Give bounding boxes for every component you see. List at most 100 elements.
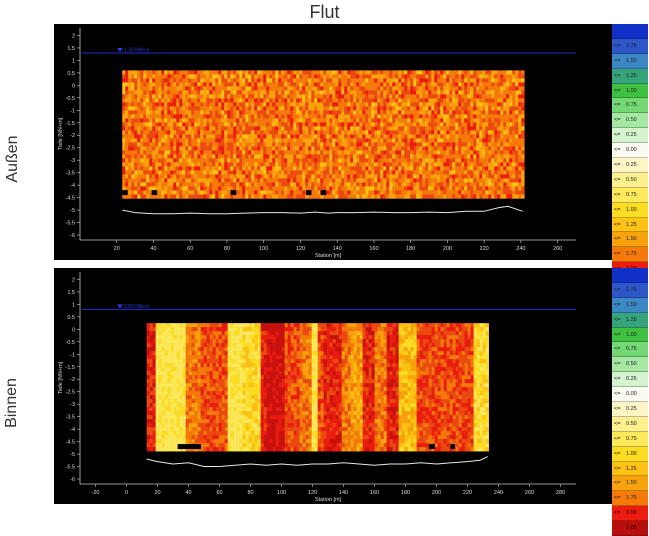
heatmap-cell [404,166,407,170]
heatmap-cell [191,162,194,166]
heatmap-cell [233,126,236,130]
heatmap-cell [359,194,362,198]
heatmap-cell [158,114,161,118]
heatmap-cell [299,190,302,194]
heatmap-cell [332,110,335,114]
heatmap-cell [239,170,242,174]
heatmap-cell [440,78,443,82]
heatmap-cell [186,415,189,419]
heatmap-cell [320,86,323,90]
heatmap-cell [152,130,155,134]
heatmap-cell [512,90,515,94]
heatmap-cell [167,178,170,182]
heatmap-cell [347,74,350,78]
heatmap-cell [302,170,305,174]
heatmap-cell [299,74,302,78]
heatmap-cell [347,190,350,194]
heatmap-cell [419,142,422,146]
heatmap-cell [194,86,197,90]
heatmap-cell [159,415,162,419]
heatmap-cell [227,142,230,146]
heatmap-cell [191,78,194,82]
heatmap-cell [476,114,479,118]
heatmap-cell [284,142,287,146]
heatmap-cell [272,166,275,170]
heatmap-cell [218,190,221,194]
heatmap-cell [176,178,179,182]
heatmap-cell [230,98,233,102]
heatmap-cell [173,178,176,182]
heatmap-cell [189,391,192,395]
heatmap-cell [218,158,221,162]
heatmap-cell [311,134,314,138]
heatmap-cell [122,122,125,126]
heatmap-cell [299,130,302,134]
heatmap-cell [452,158,455,162]
heatmap-cell [488,86,491,90]
heatmap-cell [365,190,368,194]
heatmap-cell [143,150,146,154]
heatmap-cell [156,335,159,339]
heatmap-cell [500,154,503,158]
heatmap-cell [200,178,203,182]
heatmap-cell [186,371,189,375]
heatmap-cell [251,158,254,162]
heatmap-cell [443,194,446,198]
heatmap-cell [278,158,281,162]
heatmap-cell [188,98,191,102]
heatmap-cell [176,138,179,142]
heatmap-cell [341,134,344,138]
heatmap-cell [425,170,428,174]
heatmap-cell [344,178,347,182]
heatmap-cell [248,150,251,154]
heatmap-cell [485,150,488,154]
heatmap-cell [509,190,512,194]
heatmap-cell [485,130,488,134]
heatmap-cell [317,78,320,82]
heatmap-cell [150,343,153,347]
heatmap-cell [383,162,386,166]
heatmap-cell [245,166,248,170]
heatmap-cell [263,186,266,190]
heatmap-cell [176,102,179,106]
heatmap-cell [212,106,215,110]
heatmap-cell [296,162,299,166]
heatmap-cell [153,355,156,359]
heatmap-cell [365,146,368,150]
heatmap-cell [368,170,371,174]
heatmap-cell [149,170,152,174]
heatmap-cell [168,427,171,431]
heatmap-cell [308,114,311,118]
heatmap-cell [350,194,353,198]
heatmap-cell [491,130,494,134]
heatmap-cell [521,74,524,78]
heatmap-cell [341,162,344,166]
heatmap-cell [212,114,215,118]
heatmap-cell [353,162,356,166]
heatmap-cell [278,166,281,170]
heatmap-cell [248,78,251,82]
heatmap-cell [278,86,281,90]
heatmap-cell [221,134,224,138]
heatmap-cell [152,138,155,142]
heatmap-cell [221,110,224,114]
heatmap-cell [308,134,311,138]
heatmap-cell [167,130,170,134]
heatmap-cell [165,411,168,415]
heatmap-cell [164,186,167,190]
heatmap-cell [173,158,176,162]
heatmap-cell [242,74,245,78]
heatmap-cell [177,375,180,379]
heatmap-cell [341,158,344,162]
heatmap-cell [128,122,131,126]
heatmap-cell [473,110,476,114]
heatmap-cell [200,98,203,102]
heatmap-cell [159,427,162,431]
heatmap-cell [344,110,347,114]
heatmap-cell [317,94,320,98]
heatmap-cell [192,363,195,367]
heatmap-cell [221,74,224,78]
heatmap-cell [248,130,251,134]
heatmap-cell [191,190,194,194]
heatmap-cell [164,142,167,146]
